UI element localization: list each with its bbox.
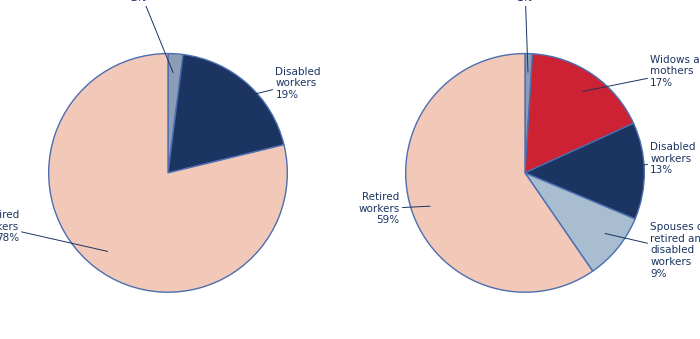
Text: Men: Men (152, 338, 184, 339)
Text: Spouses of
retired and
disabled
workers
9%: Spouses of retired and disabled workers … (605, 222, 700, 279)
Wedge shape (525, 123, 644, 219)
Wedge shape (525, 54, 533, 173)
Wedge shape (168, 55, 284, 173)
Wedge shape (168, 54, 183, 173)
Wedge shape (525, 173, 635, 271)
Wedge shape (49, 54, 287, 292)
Wedge shape (525, 54, 634, 173)
Text: Disabled
workers
19%: Disabled workers 19% (235, 67, 321, 100)
Text: Disabled
adult children
2%: Disabled adult children 2% (102, 0, 174, 73)
Text: Retired
workers
59%: Retired workers 59% (358, 192, 430, 225)
Text: Disabled
workers
13%: Disabled workers 13% (626, 142, 696, 175)
Text: Women: Women (497, 338, 553, 339)
Wedge shape (406, 54, 593, 292)
Text: Retired
workers
78%: Retired workers 78% (0, 210, 108, 252)
Text: Widows and
mothers
17%: Widows and mothers 17% (582, 55, 700, 92)
Text: Disabled
adult children
1%: Disabled adult children 1% (489, 0, 561, 72)
